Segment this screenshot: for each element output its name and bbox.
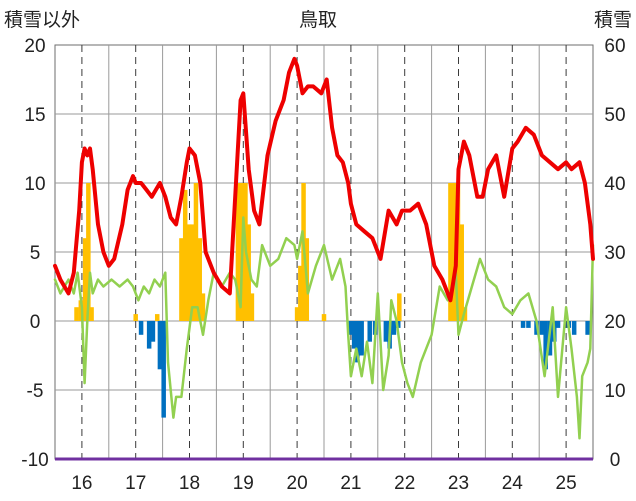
negative-bar xyxy=(150,321,156,342)
positive-bar xyxy=(154,314,160,321)
positive-bar xyxy=(197,238,202,321)
negative-bar xyxy=(146,321,152,349)
negative-bar xyxy=(526,321,531,328)
negative-bar xyxy=(161,321,166,418)
positive-bar xyxy=(298,265,303,321)
left-tick-label: -5 xyxy=(27,381,44,402)
positive-bar xyxy=(459,224,464,321)
x-tick-label: 16 xyxy=(71,473,92,494)
left-axis-label: 積雪以外 xyxy=(4,9,80,31)
x-tick-label: 21 xyxy=(340,473,361,494)
positive-bar xyxy=(321,314,327,321)
right-tick-label: 60 xyxy=(604,36,625,57)
positive-bar xyxy=(133,314,138,321)
negative-bar xyxy=(359,321,364,356)
x-tick-label: 24 xyxy=(502,473,524,494)
positive-bar xyxy=(294,307,300,321)
left-tick-label: 5 xyxy=(30,243,41,264)
positive-bar xyxy=(89,307,94,321)
x-tick-label: 20 xyxy=(287,473,308,494)
x-tick-label: 25 xyxy=(556,473,577,494)
right-tick-label: 10 xyxy=(604,381,625,402)
left-tick-label: -10 xyxy=(21,450,48,471)
positive-bar xyxy=(179,238,184,321)
positive-bar xyxy=(186,224,192,321)
negative-bar xyxy=(585,321,590,335)
positive-bar xyxy=(182,189,188,321)
x-tick-label: 18 xyxy=(179,473,200,494)
negative-bar xyxy=(351,321,357,349)
left-tick-label: 10 xyxy=(24,174,45,195)
x-tick-label: 17 xyxy=(125,473,146,494)
positive-bar xyxy=(74,307,79,321)
right-tick-label: 40 xyxy=(604,174,625,195)
negative-bar xyxy=(348,321,354,335)
right-tick-label: 0 xyxy=(610,450,621,471)
negative-bar xyxy=(555,321,561,328)
positive-bar xyxy=(397,293,402,321)
right-tick-label: 50 xyxy=(604,105,625,126)
x-tick-label: 23 xyxy=(448,473,469,494)
negative-bar xyxy=(367,321,372,342)
positive-bar xyxy=(190,224,195,321)
green-series-line xyxy=(53,216,595,440)
chart-title: 鳥取 xyxy=(299,9,337,31)
negative-bar xyxy=(355,321,360,363)
negative-bar xyxy=(157,321,163,370)
positive-bar xyxy=(200,293,206,321)
negative-bar xyxy=(391,321,397,335)
positive-bar xyxy=(246,224,251,321)
positive-bar xyxy=(249,293,255,321)
left-tick-label: 0 xyxy=(30,312,41,333)
red-series-line xyxy=(53,56,595,303)
negative-bar xyxy=(383,321,389,342)
x-tick-label: 19 xyxy=(233,473,254,494)
negative-bar xyxy=(571,321,577,335)
right-axis-label: 積雪 xyxy=(594,9,632,31)
left-tick-label: 15 xyxy=(24,105,45,126)
negative-bar xyxy=(138,321,144,335)
positive-bar xyxy=(235,183,241,321)
negative-bar xyxy=(543,321,548,370)
positive-bar xyxy=(86,183,91,321)
left-tick-label: 20 xyxy=(24,36,45,57)
positive-bar xyxy=(82,238,88,321)
positive-bar xyxy=(448,183,453,321)
positive-bar xyxy=(193,183,199,321)
negative-bar xyxy=(520,321,526,328)
x-tick-label: 22 xyxy=(394,473,415,494)
right-tick-label: 20 xyxy=(604,312,625,333)
right-tick-label: 30 xyxy=(604,243,625,264)
negative-bar xyxy=(539,321,545,335)
